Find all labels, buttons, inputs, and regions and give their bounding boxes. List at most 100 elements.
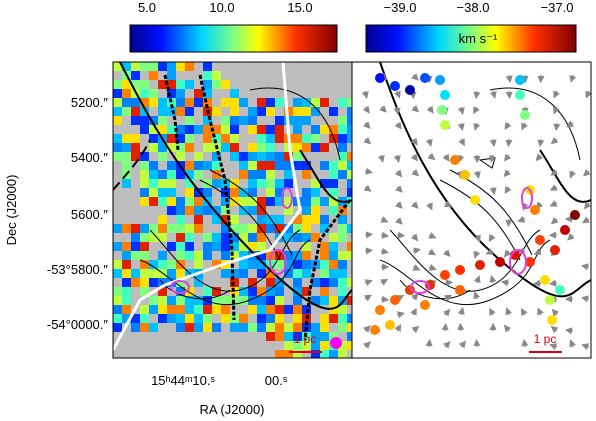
vector-arrow: [427, 152, 436, 161]
map-pixel: [239, 206, 248, 215]
x-tick-label: 00.ˢ: [265, 373, 288, 388]
vector-arrow: [364, 231, 374, 239]
map-pixel: [257, 305, 266, 314]
velocity-dot: [520, 110, 530, 120]
map-pixel: [185, 170, 194, 179]
map-pixel: [140, 125, 149, 134]
map-pixel: [320, 224, 329, 233]
map-pixel: [221, 125, 230, 134]
map-pixel: [293, 224, 302, 233]
map-pixel: [185, 242, 194, 251]
vector-arrow: [442, 308, 451, 317]
map-pixel: [176, 278, 185, 287]
map-pixel: [338, 260, 347, 269]
map-pixel: [320, 278, 329, 287]
map-pixel: [320, 332, 329, 341]
map-pixel: [131, 251, 140, 260]
x-tick-label: 15ʰ44ᵐ10.ˢ: [151, 373, 215, 388]
map-pixel: [176, 296, 185, 305]
vector-arrow: [517, 215, 526, 223]
map-pixel: [140, 323, 149, 332]
map-pixel: [149, 170, 158, 179]
map-pixel: [185, 224, 194, 233]
map-pixel: [158, 305, 167, 314]
map-pixel: [293, 143, 302, 152]
map-pixel: [194, 215, 203, 224]
map-pixel: [275, 215, 284, 224]
vector-arrow: [377, 154, 385, 163]
map-pixel: [113, 152, 122, 161]
velocity-dot: [405, 285, 415, 295]
map-pixel: [194, 170, 203, 179]
vector-arrow: [489, 90, 497, 99]
map-pixel: [266, 161, 275, 170]
map-pixel: [320, 350, 329, 358]
map-pixel: [122, 287, 131, 296]
map-pixel: [221, 143, 230, 152]
map-pixel: [311, 179, 320, 188]
map-pixel: [122, 314, 131, 323]
map-pixel: [131, 224, 140, 233]
vector-arrow: [393, 154, 401, 163]
map-pixel: [230, 278, 239, 287]
vector-arrow: [504, 121, 512, 130]
map-pixel: [140, 269, 149, 278]
map-pixel: [239, 224, 248, 233]
map-pixel: [338, 269, 347, 278]
map-pixel: [266, 107, 275, 116]
vector-arrow: [488, 234, 496, 243]
map-pixel: [122, 62, 131, 71]
map-pixel: [248, 188, 257, 197]
vector-arrow: [444, 279, 454, 287]
map-pixel: [221, 224, 230, 233]
y-tick-label: -54°0000.″: [47, 317, 109, 332]
map-pixel: [329, 314, 338, 323]
map-pixel: [320, 215, 329, 224]
vector-arrow: [363, 325, 371, 333]
map-pixel: [275, 98, 284, 107]
map-pixel: [275, 305, 284, 314]
vector-arrow: [503, 169, 512, 178]
map-pixel: [140, 251, 149, 260]
map-pixel: [149, 197, 158, 206]
map-pixel: [257, 269, 266, 278]
map-pixel: [329, 305, 338, 314]
vector-arrow: [489, 186, 497, 196]
vector-arrow: [533, 248, 542, 255]
map-pixel: [221, 296, 230, 305]
map-pixel: [158, 116, 167, 125]
map-pixel: [284, 233, 293, 242]
vector-arrow: [485, 248, 494, 255]
x-axis-title: RA (J2000): [199, 402, 264, 417]
map-pixel: [122, 89, 131, 98]
map-pixel: [167, 197, 176, 206]
map-pixel: [176, 287, 185, 296]
vector-arrow: [457, 106, 465, 115]
map-pixel: [149, 260, 158, 269]
map-pixel: [230, 233, 239, 242]
vector-arrow: [473, 275, 481, 284]
map-pixel: [194, 278, 203, 287]
map-pixel: [221, 215, 230, 224]
map-pixel: [329, 206, 338, 215]
map-pixel: [158, 314, 167, 323]
map-pixel: [239, 161, 248, 170]
map-pixel: [338, 134, 347, 143]
velocity-dot: [420, 73, 430, 83]
map-pixel: [131, 269, 140, 278]
map-pixel: [194, 125, 203, 134]
map-pixel: [167, 71, 176, 80]
map-pixel: [176, 269, 185, 278]
map-pixel: [275, 161, 284, 170]
velocity-dot: [455, 285, 465, 295]
map-pixel: [185, 134, 194, 143]
map-pixel: [302, 188, 311, 197]
map-pixel: [158, 296, 167, 305]
map-pixel: [221, 242, 230, 251]
map-pixel: [293, 287, 302, 296]
map-pixel: [113, 323, 122, 332]
map-pixel: [257, 206, 266, 215]
vector-arrow: [581, 343, 590, 351]
map-pixel: [167, 89, 176, 98]
map-pixel: [338, 215, 347, 224]
